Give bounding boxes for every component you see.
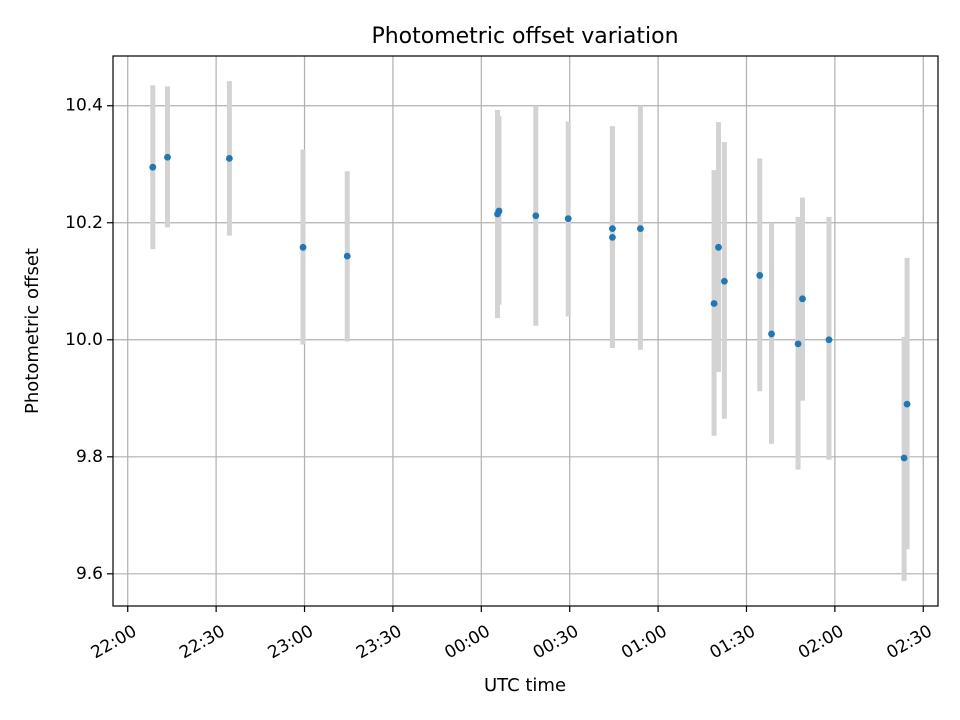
data-point <box>715 243 722 251</box>
x-tick-label: 23:30 <box>353 621 405 663</box>
data-point <box>756 272 764 279</box>
x-tick-label: 22:30 <box>176 621 228 663</box>
data-point <box>299 243 307 251</box>
data-point <box>900 454 908 462</box>
chart-title: Photometric offset variation <box>371 24 678 49</box>
data-points <box>149 153 911 462</box>
grid <box>113 56 938 606</box>
data-point <box>343 252 351 260</box>
error-bars <box>150 81 910 581</box>
x-axis: 22:00 22:30 23:00 23:30 00:00 00:30 01:00 01:30… <box>88 606 936 663</box>
y-tick-label: 9.8 <box>76 447 103 467</box>
data-point <box>768 330 775 338</box>
data-point <box>225 154 233 162</box>
data-point <box>564 215 572 223</box>
x-tick-label: 00:00 <box>441 621 493 663</box>
y-axis-label: Photometric offset <box>22 248 43 414</box>
data-point <box>532 212 540 220</box>
data-point <box>609 225 616 233</box>
x-tick-label: 02:00 <box>795 621 847 663</box>
data-point <box>794 340 802 348</box>
x-tick-label: 00:30 <box>530 621 582 663</box>
data-point <box>149 163 157 171</box>
data-point <box>720 277 728 285</box>
y-tick-label: 9.6 <box>76 564 103 584</box>
data-point <box>710 300 718 307</box>
x-tick-label: 23:00 <box>265 621 317 663</box>
y-tick-label: 10.4 <box>65 96 103 116</box>
plot-frame <box>112 55 939 607</box>
x-tick-label: 01:30 <box>707 621 759 663</box>
x-tick-label: 22:00 <box>88 621 140 663</box>
y-axis: 9.6 9.8 10.0 10.2 10.4 <box>65 96 113 584</box>
data-point <box>903 400 911 408</box>
x-tick-label: 02:30 <box>883 621 935 663</box>
x-axis-label: UTC time <box>484 675 566 696</box>
data-point <box>637 225 644 233</box>
data-point <box>495 207 503 215</box>
data-point <box>825 336 833 344</box>
x-tick-label: 01:00 <box>618 621 670 663</box>
data-point <box>799 295 806 303</box>
y-tick-label: 10.2 <box>65 213 103 233</box>
data-point <box>609 233 616 241</box>
y-tick-label: 10.0 <box>65 330 103 350</box>
data-point <box>164 153 171 161</box>
